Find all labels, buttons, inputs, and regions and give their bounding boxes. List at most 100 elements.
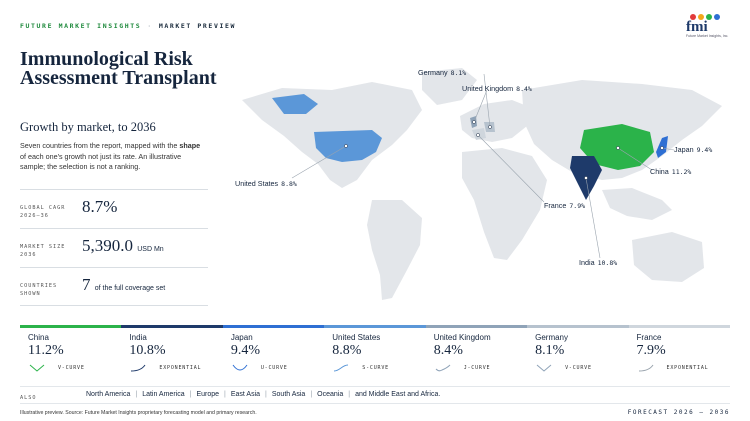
card-china-name: China [28,333,49,342]
stat-countries: COUNTRIES SHOWN 7 of the full coverage s… [20,267,208,306]
leader-uk [473,89,488,123]
region-separator: | [135,391,138,398]
map-label-china-name: China [650,167,669,176]
also-regions: ALSO North America | Latin America | Europe |… [20,386,730,402]
region-item[interactable]: Oceania [317,391,344,398]
stat-size-label: MARKET SIZE 2036 [20,244,66,258]
section-label: MARKET PREVIEW [158,22,236,30]
map-label-china-value: 11.2% [671,168,692,176]
card-france[interactable]: France 7.9% EXPONENTIAL [628,325,730,375]
region-item[interactable]: East Asia [230,391,261,398]
card-uk-curve: J-CURVE [463,365,491,371]
region-separator: | [265,391,267,398]
leader-india [585,177,601,259]
card-china-value: 11.2% [28,343,64,358]
stat-size-number: 5,390.0 [82,236,133,255]
card-uk-name: United Kingdom [433,333,491,342]
region-separator: | [348,391,351,398]
stat-countries-value: 7 of the full coverage set [82,275,165,295]
card-japan[interactable]: Japan 9.4% U-CURVE [222,325,325,375]
description-part2: of each one's growth not just its rate. … [20,151,182,172]
region-separator: | [189,391,192,398]
map-label-germany-value: 8.1% [450,69,467,77]
exponential-icon [131,364,146,372]
logo-tagline: Future Market Insights, Inc. [686,34,729,38]
card-germany[interactable]: Germany 8.1% V-CURVE [527,325,629,375]
map-label-france: France 7.9% [544,201,585,210]
brand-name: FUTURE MARKET INSIGHTS [20,22,142,30]
s-curve-icon [334,364,349,372]
stat-countries-label: COUNTRIES SHOWN [20,283,58,297]
australia-shape [632,232,704,282]
logo-dot-red [690,14,696,20]
marker-france [476,133,480,137]
logo-dot-green [706,14,712,20]
map-label-india: India 10.8% [579,258,617,267]
map-label-japan: Japan 9.4% [674,145,712,154]
map-label-us-value: 8.8% [281,180,297,188]
fmi-logo[interactable]: fmi Future Market Insights, Inc. [686,14,730,42]
footer-forecast: FORECAST 2026 – 2036 [627,409,730,416]
card-germany-name: Germany [535,333,569,342]
stat-cagr-value: 8.7% [82,197,118,216]
card-us-curve: S-CURVE [362,365,389,371]
marker-dots [344,120,664,180]
leader-france [477,134,545,203]
stat-cagr-label: GLOBAL CAGR 2026–36 [20,205,66,219]
map-label-japan-value: 9.4% [696,146,713,154]
region-list: North America | Latin America | Europe | East … [86,391,440,398]
map-label-france-name: France [544,201,567,210]
map-label-germany: Germany 8.1% [418,68,466,77]
map-label-france-value: 7.9% [569,202,586,210]
region-item[interactable]: and Middle East and Africa. [355,391,441,398]
map-label-japan-name: Japan [674,145,694,154]
stat-size-unit: USD Mn [137,246,164,253]
card-china[interactable]: China 11.2% V-CURVE [20,325,122,375]
stat-countries-number: 7 [82,275,91,294]
region-item[interactable]: Latin America [142,391,185,398]
description: Seven countries from the report, mapped … [20,141,205,173]
region-item[interactable]: South Asia [271,391,306,398]
v-curve-icon [29,364,45,372]
footer-source: Illustrative preview. Source: Future Mar… [20,410,257,416]
logo-dot-blue [714,14,720,20]
region-item[interactable]: North America [86,391,131,398]
marker-japan [660,146,664,150]
region-separator: | [310,391,313,398]
map-label-uk-name: United Kingdom [462,84,514,93]
stat-countries-note: of the full coverage set [94,285,166,292]
logo-dot-orange [698,14,704,20]
leader-china [617,147,653,171]
region-item[interactable]: Europe [196,391,220,398]
v-curve-icon [536,364,552,372]
region-separator: | [224,391,226,398]
footer: Illustrative preview. Source: Future Mar… [20,403,730,417]
j-curve-icon [435,364,451,372]
marker-germany [488,125,492,129]
leader-japan [661,147,675,151]
top-bar: FUTURE MARKET INSIGHTS · MARKET PREVIEW [20,22,236,30]
card-japan-value: 9.4% [230,343,261,358]
world-map: Germany 8.1% United Kingdom 8.4% Japan 9.4%… [222,60,742,325]
stat-size-value: 5,390.0 USD Mn [82,236,164,256]
card-united-kingdom[interactable]: United Kingdom 8.4% J-CURVE [425,325,528,375]
stat-cagr: GLOBAL CAGR 2026–36 8.7% [20,189,208,228]
logo-dots [690,14,730,20]
card-united-states[interactable]: United States 8.8% S-CURVE [324,325,426,375]
card-india-value: 10.8% [129,343,166,358]
marker-uk [472,120,476,124]
stat-market-size: MARKET SIZE 2036 5,390.0 USD Mn [20,228,208,267]
page-title: Immunological Risk Assessment Transplant [20,48,217,89]
map-label-india-value: 10.8% [597,259,618,267]
card-france-value: 7.9% [636,343,666,358]
card-france-curve: EXPONENTIAL [666,365,709,371]
map-label-india-name: India [579,258,595,267]
southeast-asia-shape [602,188,672,220]
card-india-name: India [129,333,147,342]
card-india[interactable]: India 10.8% EXPONENTIAL [121,325,223,375]
us-shape [314,130,382,162]
africa-shape [462,148,547,260]
map-label-uk-value: 8.4% [516,85,532,93]
logo-wordmark: fmi [686,19,708,35]
leader-germany [483,73,491,128]
